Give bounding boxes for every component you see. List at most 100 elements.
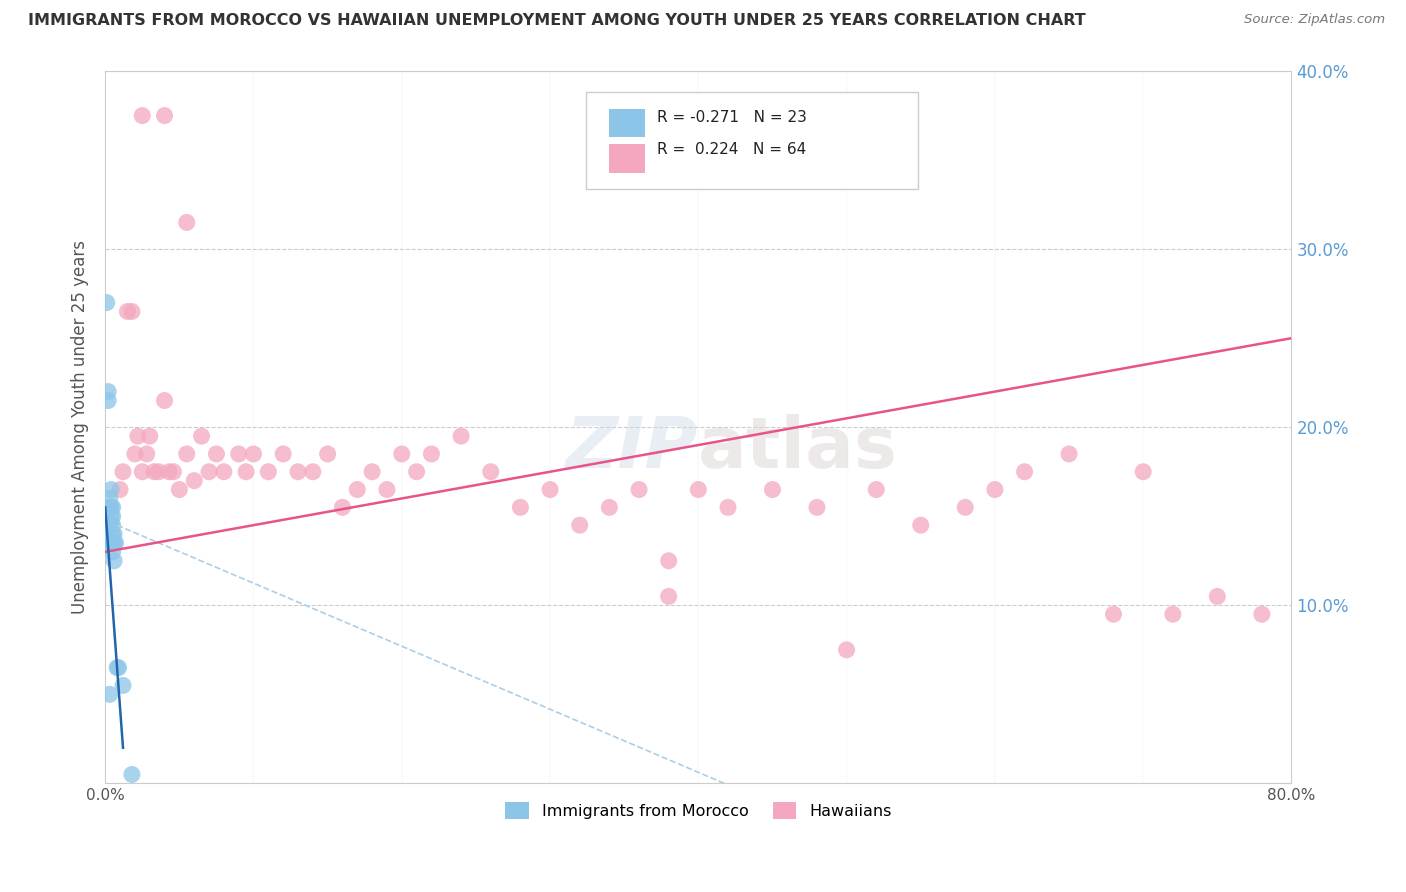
Text: Source: ZipAtlas.com: Source: ZipAtlas.com xyxy=(1244,13,1385,27)
Point xyxy=(761,483,783,497)
Point xyxy=(121,304,143,318)
FancyBboxPatch shape xyxy=(586,93,918,188)
Point xyxy=(568,518,591,533)
Point xyxy=(100,536,122,550)
Point xyxy=(101,500,124,515)
Point xyxy=(865,483,887,497)
Point xyxy=(242,447,264,461)
Point xyxy=(111,678,134,692)
Point xyxy=(138,429,160,443)
Point xyxy=(121,767,143,781)
Point xyxy=(1102,607,1125,622)
Point xyxy=(135,447,157,461)
Point xyxy=(162,465,184,479)
Point xyxy=(1057,447,1080,461)
Point xyxy=(101,509,124,524)
Point xyxy=(257,465,280,479)
Point xyxy=(111,465,134,479)
Point xyxy=(287,465,309,479)
Point xyxy=(97,393,120,408)
Point xyxy=(316,447,339,461)
Point xyxy=(910,518,932,533)
Point xyxy=(103,536,125,550)
Point xyxy=(598,500,620,515)
Point xyxy=(101,527,124,541)
Point xyxy=(205,447,228,461)
Point xyxy=(108,483,131,497)
Point xyxy=(190,429,212,443)
Point xyxy=(235,465,257,479)
Point xyxy=(405,465,427,479)
Point xyxy=(153,393,176,408)
Point xyxy=(124,447,146,461)
Point xyxy=(104,536,127,550)
Point xyxy=(835,643,858,657)
Point xyxy=(509,500,531,515)
Point xyxy=(228,447,250,461)
Point xyxy=(271,447,294,461)
Point xyxy=(101,518,124,533)
Point xyxy=(169,483,191,497)
Point xyxy=(375,483,398,497)
Point xyxy=(1161,607,1184,622)
Point xyxy=(391,447,413,461)
Point xyxy=(176,215,198,229)
Point xyxy=(100,483,122,497)
Point xyxy=(984,483,1007,497)
Point xyxy=(101,545,124,559)
Point xyxy=(1250,607,1272,622)
Point xyxy=(627,483,650,497)
Point xyxy=(100,509,122,524)
Point xyxy=(361,465,384,479)
Point xyxy=(301,465,323,479)
Point xyxy=(117,304,139,318)
Point xyxy=(100,500,122,515)
Point xyxy=(98,491,121,506)
Point xyxy=(212,465,235,479)
Point xyxy=(143,465,166,479)
Point xyxy=(538,483,561,497)
Point xyxy=(101,536,124,550)
Bar xyxy=(609,145,645,173)
Bar xyxy=(609,109,645,137)
Point xyxy=(346,483,368,497)
Point xyxy=(98,500,121,515)
Point xyxy=(148,465,170,479)
Point xyxy=(658,554,681,568)
Point xyxy=(176,447,198,461)
Y-axis label: Unemployment Among Youth under 25 years: Unemployment Among Youth under 25 years xyxy=(72,240,89,615)
Point xyxy=(98,518,121,533)
Point xyxy=(97,384,120,399)
Point xyxy=(1206,590,1229,604)
Point xyxy=(157,465,180,479)
Text: R =  0.224   N = 64: R = 0.224 N = 64 xyxy=(657,143,806,157)
Point xyxy=(1014,465,1036,479)
Point xyxy=(103,554,125,568)
Point xyxy=(98,687,121,701)
Point xyxy=(688,483,710,497)
Point xyxy=(105,660,128,674)
Text: atlas: atlas xyxy=(699,414,898,483)
Point xyxy=(420,447,443,461)
Point xyxy=(479,465,502,479)
Text: R = -0.271   N = 23: R = -0.271 N = 23 xyxy=(657,111,807,125)
Point xyxy=(450,429,472,443)
Point xyxy=(183,474,205,488)
Point xyxy=(153,109,176,123)
Point xyxy=(717,500,740,515)
Text: ZIP: ZIP xyxy=(567,414,699,483)
Point xyxy=(1132,465,1154,479)
Point xyxy=(131,109,153,123)
Point xyxy=(198,465,221,479)
Point xyxy=(806,500,828,515)
Point xyxy=(107,660,129,674)
Point xyxy=(332,500,354,515)
Point xyxy=(96,295,118,310)
Point xyxy=(131,465,153,479)
Text: IMMIGRANTS FROM MOROCCO VS HAWAIIAN UNEMPLOYMENT AMONG YOUTH UNDER 25 YEARS CORR: IMMIGRANTS FROM MOROCCO VS HAWAIIAN UNEM… xyxy=(28,13,1085,29)
Point xyxy=(103,527,125,541)
Point xyxy=(100,518,122,533)
Point xyxy=(955,500,977,515)
Legend: Immigrants from Morocco, Hawaiians: Immigrants from Morocco, Hawaiians xyxy=(499,796,898,825)
Point xyxy=(658,590,681,604)
